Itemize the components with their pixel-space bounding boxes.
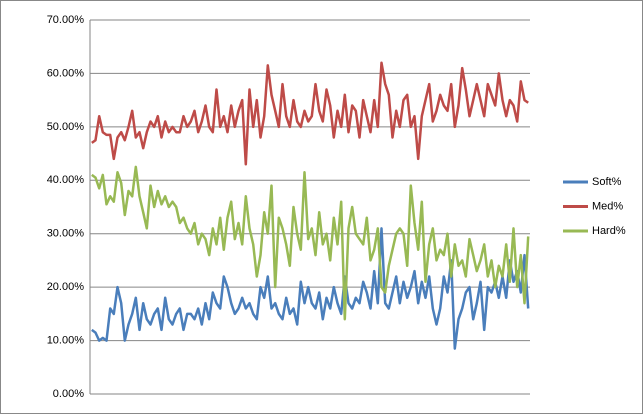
y-tick-label: 0.00%	[53, 388, 84, 400]
y-tick-label: 30.00%	[47, 228, 85, 240]
y-tick-label: 60.00%	[47, 67, 85, 79]
legend-label: Med%	[592, 200, 623, 212]
legend-label: Soft%	[592, 176, 622, 188]
y-tick-label: 10.00%	[47, 334, 85, 346]
y-tick-label: 50.00%	[47, 121, 85, 133]
series-line	[91, 165, 530, 321]
legend-label: Hard%	[592, 225, 626, 237]
y-tick-label: 20.00%	[47, 281, 85, 293]
series-line	[91, 61, 529, 166]
series-line	[91, 227, 530, 350]
y-tick-label: 70.00%	[47, 14, 85, 26]
y-tick-label: 40.00%	[47, 174, 85, 186]
